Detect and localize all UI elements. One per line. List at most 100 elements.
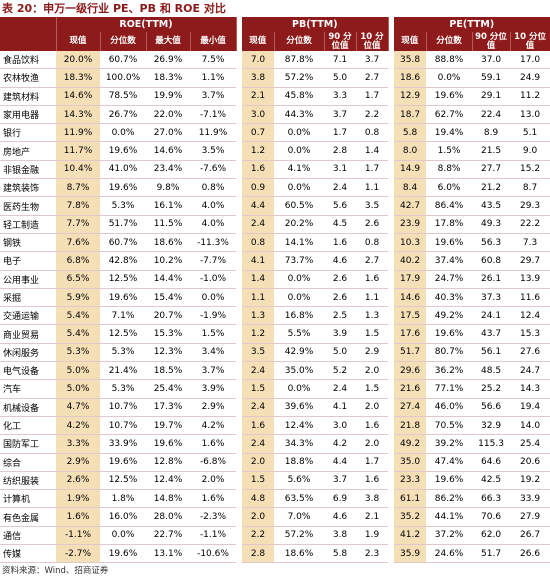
value-cell: 24.6% (426, 544, 473, 564)
value-cell: 17.0 (510, 51, 550, 70)
value-cell: 20.6 (510, 453, 550, 472)
value-cell: 24.1 (472, 306, 511, 326)
value-cell: 6.9 (324, 489, 357, 509)
value-cell: 2.6 (356, 215, 389, 234)
spacer (388, 324, 395, 344)
value-cell: 1.7 (356, 160, 389, 180)
value-cell: 42.7 (394, 196, 427, 216)
spacer (388, 160, 395, 179)
value-cell: 43.7 (472, 324, 511, 344)
value-cell: 3.3% (56, 434, 100, 454)
value-cell: 18.8% (274, 453, 325, 472)
value-cell: 12.8% (146, 453, 190, 472)
value-cell: 11.6 (510, 288, 550, 308)
value-cell: 3.8 (324, 526, 357, 546)
value-cell: 7.8% (56, 196, 100, 216)
value-cell: 46.0% (426, 398, 473, 417)
column-header: 90 分位值 (472, 32, 511, 51)
spacer (388, 215, 395, 234)
group-header: ROE(TTM) (56, 17, 237, 32)
value-cell: 0.0% (190, 288, 237, 308)
value-cell: 14.0 (510, 416, 550, 436)
value-cell: 1.5 (356, 324, 389, 344)
value-cell: 18.6% (274, 544, 325, 564)
value-cell: 0.0% (100, 526, 146, 546)
industry-name: 农林牧渔 (0, 68, 56, 88)
group-header: PB(TTM) (242, 17, 389, 32)
column-header: 分位数 (274, 32, 325, 51)
value-cell: 7.3 (510, 233, 550, 253)
value-cell: 19.6% (100, 178, 146, 198)
value-cell: 14.1% (274, 233, 325, 253)
value-cell: 19.7% (146, 416, 190, 436)
spacer (236, 343, 243, 362)
value-cell: 19.6% (100, 453, 146, 472)
value-cell: 18.6% (146, 233, 190, 253)
value-cell: 14.6 (394, 288, 427, 308)
value-cell: 5.4% (56, 324, 100, 344)
table-row: 交通运输 5.4% 7.1% 20.7% -1.9% 1.3 16.8% 2.5 1.3 17.5… (0, 306, 550, 326)
value-cell: 1.8% (100, 489, 146, 509)
value-cell: 73.7% (274, 251, 325, 271)
value-cell: 17.5 (394, 306, 427, 326)
value-cell: -1.0% (190, 270, 237, 289)
value-cell: 42.5 (472, 471, 511, 491)
value-cell: 18.5% (146, 361, 190, 381)
spacer (236, 306, 243, 325)
value-cell: 19.6% (426, 87, 473, 106)
value-cell: 17.3% (146, 398, 190, 417)
industry-name: 有色金属 (0, 507, 56, 527)
value-cell: 14.6% (56, 87, 100, 106)
value-cell: 66.3 (472, 489, 511, 509)
industry-name: 商业贸易 (0, 324, 56, 344)
value-cell: 3.4% (190, 343, 237, 363)
industry-name: 纺织服装 (0, 471, 56, 491)
value-cell: 78.5% (100, 87, 146, 106)
group-header: PE(TTM) (394, 17, 550, 32)
value-cell: 45.8% (274, 87, 325, 106)
spacer (236, 507, 243, 527)
value-cell: 29.6 (394, 361, 427, 381)
value-cell: 5.8 (394, 123, 427, 143)
value-cell: 14.6% (146, 141, 190, 161)
value-cell: 35.8 (394, 51, 427, 70)
value-cell: 1.9% (56, 489, 100, 509)
table-row: 计算机 1.9% 1.8% 14.8% 1.6% 4.8 63.5% 6.9 3.8 61.1 86… (0, 489, 550, 509)
value-cell: 57.2% (274, 526, 325, 546)
value-cell: 1.2 (242, 141, 275, 161)
value-cell: 80.7% (426, 343, 473, 363)
spacer (236, 17, 243, 51)
industry-name: 国防军工 (0, 434, 56, 454)
value-cell: 13.1% (146, 544, 190, 564)
value-cell: 22.7% (146, 526, 190, 546)
spacer (388, 141, 395, 161)
value-cell: 39.6% (274, 398, 325, 417)
value-cell: 0.0% (274, 178, 325, 198)
spacer (236, 123, 243, 142)
value-cell: 0.7 (242, 123, 275, 143)
value-cell: 4.4 (324, 453, 357, 472)
value-cell: 56.6 (472, 398, 511, 417)
value-cell: 14.8% (146, 489, 190, 509)
value-cell: 2.0 (356, 361, 389, 381)
industry-name: 机械设备 (0, 398, 56, 417)
value-cell: 5.0 (324, 343, 357, 363)
corner-cell (0, 17, 57, 51)
industry-name: 食品饮料 (0, 51, 56, 70)
value-cell: 10.7% (100, 398, 146, 417)
value-cell: 13.0 (510, 105, 550, 125)
value-cell: 21.4% (100, 361, 146, 381)
value-cell: 33.9% (100, 434, 146, 454)
value-cell: 12.9 (394, 87, 427, 106)
value-cell: 9.0 (510, 141, 550, 161)
value-cell: 5.3% (100, 196, 146, 216)
value-cell: 42.8% (100, 251, 146, 271)
value-cell: 0.8 (242, 233, 275, 253)
industry-name: 交通运输 (0, 306, 56, 326)
value-cell: 88.8% (426, 51, 473, 70)
value-cell: 2.0 (356, 398, 389, 417)
value-cell: 12.5% (100, 324, 146, 344)
value-cell: 1.5% (426, 141, 473, 161)
value-cell: 6.8% (56, 251, 100, 271)
value-cell: 1.7 (356, 453, 389, 472)
